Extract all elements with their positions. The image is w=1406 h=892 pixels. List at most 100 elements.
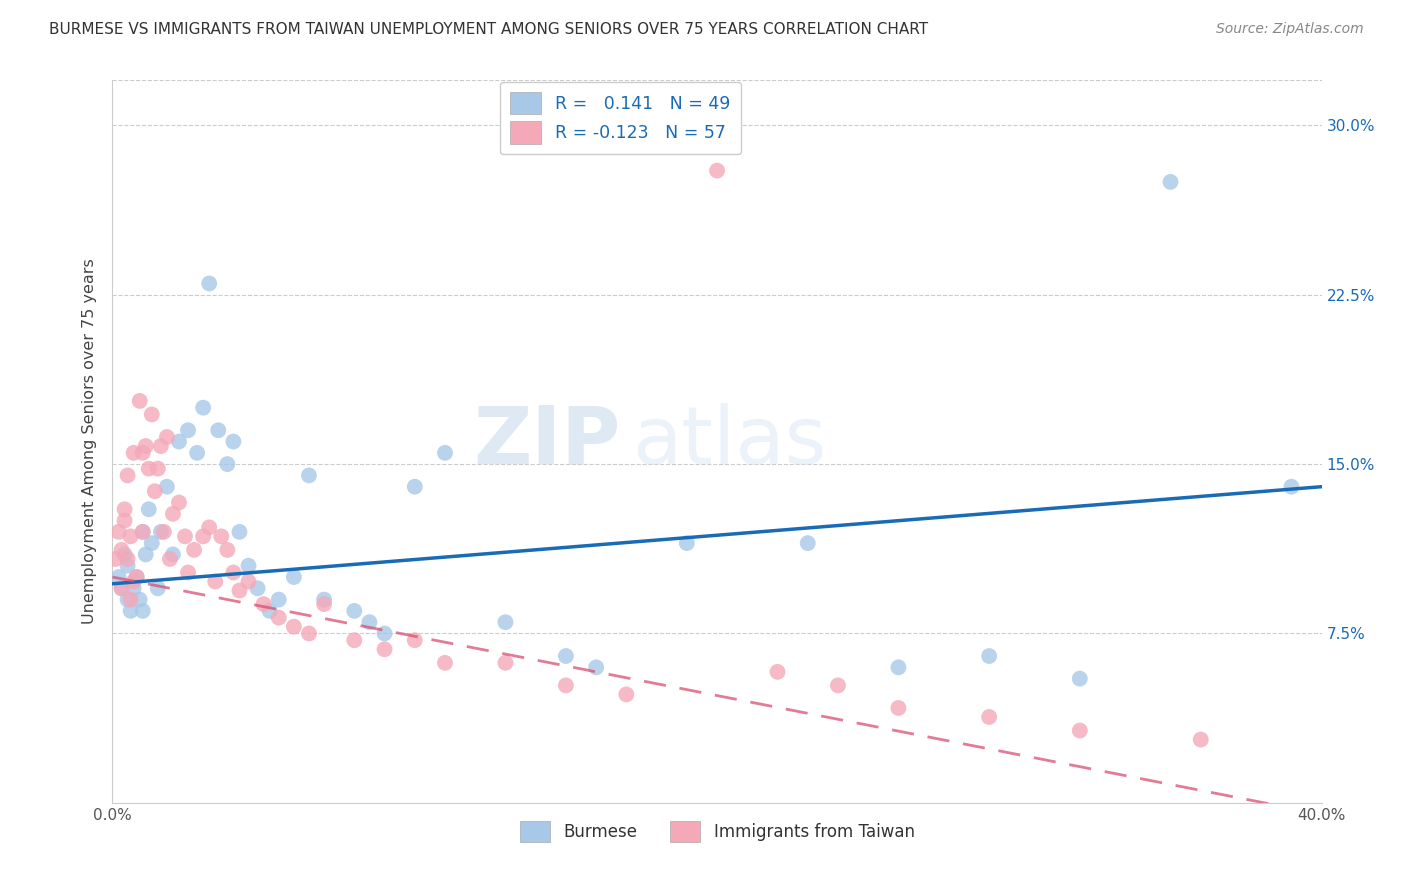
Point [122, 446, 145, 460]
Y-axis label: Unemployment Among Seniors over 75 years: Unemployment Among Seniors over 75 years [82, 259, 97, 624]
Point [198, 277, 221, 291]
Point [1159, 175, 1181, 189]
Point [554, 678, 576, 692]
Point [153, 524, 176, 539]
Point [141, 408, 163, 422]
Point [107, 570, 129, 584]
Point [125, 570, 148, 584]
Point [120, 592, 142, 607]
Point [135, 439, 157, 453]
Point [117, 592, 139, 607]
Point [149, 524, 172, 539]
Point [110, 582, 132, 596]
Point [887, 701, 910, 715]
Point [128, 393, 150, 408]
Point [554, 648, 576, 663]
Point [117, 468, 139, 483]
Point [107, 524, 129, 539]
Point [191, 529, 214, 543]
Point [228, 583, 250, 598]
Point [217, 457, 239, 471]
Point [298, 468, 321, 483]
Point [177, 566, 200, 580]
Point [209, 529, 232, 543]
Point [191, 401, 214, 415]
Point [298, 626, 321, 640]
Point [110, 542, 132, 557]
Text: BURMESE VS IMMIGRANTS FROM TAIWAN UNEMPLOYMENT AMONG SENIORS OVER 75 YEARS CORRE: BURMESE VS IMMIGRANTS FROM TAIWAN UNEMPL… [49, 22, 928, 37]
Point [404, 480, 426, 494]
Point [156, 480, 179, 494]
Legend: Burmese, Immigrants from Taiwan: Burmese, Immigrants from Taiwan [513, 814, 921, 848]
Point [616, 687, 638, 701]
Point [104, 552, 127, 566]
Point [162, 548, 184, 562]
Point [125, 570, 148, 584]
Point [122, 574, 145, 589]
Text: Source: ZipAtlas.com: Source: ZipAtlas.com [1216, 22, 1364, 37]
Point [149, 439, 172, 453]
Point [141, 536, 163, 550]
Point [259, 604, 281, 618]
Point [495, 615, 517, 630]
Point [114, 548, 136, 562]
Point [359, 615, 381, 630]
Point [675, 536, 697, 550]
Point [404, 633, 426, 648]
Point [146, 582, 169, 596]
Point [159, 552, 181, 566]
Point [222, 434, 245, 449]
Point [433, 656, 456, 670]
Point [207, 423, 229, 437]
Point [120, 529, 142, 543]
Point [167, 495, 190, 509]
Point [114, 502, 136, 516]
Point [132, 604, 155, 618]
Point [887, 660, 910, 674]
Point [204, 574, 226, 589]
Point [138, 502, 160, 516]
Point [267, 610, 290, 624]
Point [267, 592, 290, 607]
Point [706, 163, 728, 178]
Point [283, 570, 305, 584]
Point [253, 597, 276, 611]
Point [1069, 672, 1091, 686]
Point [122, 582, 145, 596]
Point [143, 484, 166, 499]
Point [186, 446, 208, 460]
Point [177, 423, 200, 437]
Point [222, 566, 245, 580]
Point [132, 524, 155, 539]
Point [110, 582, 132, 596]
Point [374, 642, 396, 657]
Point [135, 548, 157, 562]
Point [117, 558, 139, 573]
Point [138, 461, 160, 475]
Text: atlas: atlas [633, 402, 827, 481]
Point [246, 582, 269, 596]
Point [314, 597, 336, 611]
Point [146, 461, 169, 475]
Point [183, 542, 205, 557]
Point [217, 542, 239, 557]
Text: ZIP: ZIP [472, 402, 620, 481]
Point [167, 434, 190, 449]
Point [174, 529, 197, 543]
Point [766, 665, 789, 679]
Point [132, 446, 155, 460]
Point [585, 660, 607, 674]
Point [1069, 723, 1091, 738]
Point [238, 574, 260, 589]
Point [114, 514, 136, 528]
Point [162, 507, 184, 521]
Point [198, 520, 221, 534]
Point [238, 558, 260, 573]
Point [796, 536, 818, 550]
Point [1279, 480, 1302, 494]
Point [343, 604, 366, 618]
Point [228, 524, 250, 539]
Point [374, 626, 396, 640]
Point [343, 633, 366, 648]
Point [314, 592, 336, 607]
